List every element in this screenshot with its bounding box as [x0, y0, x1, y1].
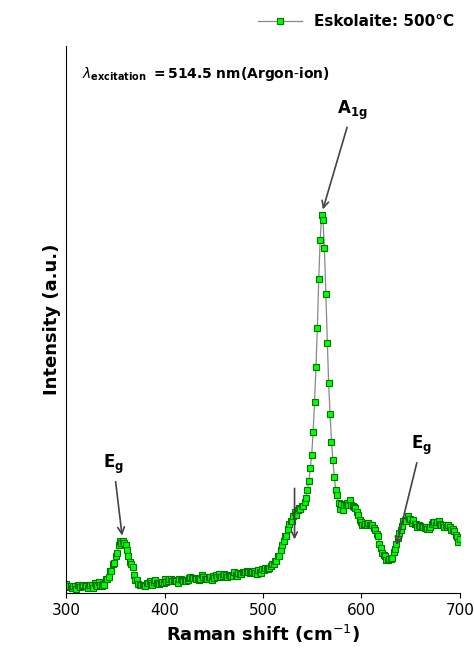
Text: $\mathbf{E_g}$: $\mathbf{E_g}$: [395, 434, 431, 543]
Eskolaite: 500°C: (363, 0.098): 500°C: (363, 0.098): [126, 552, 131, 560]
Eskolaite: 500°C: (559, 1): 500°C: (559, 1): [319, 212, 324, 219]
Eskolaite: 500°C: (548, 0.332): 500°C: (548, 0.332): [308, 464, 313, 472]
Text: $\lambda_{\mathbf{excitation}}$ $\mathbf{= 514.5\ nm(Argon\text{-}ion)}$: $\lambda_{\mathbf{excitation}}$ $\mathbf…: [82, 65, 330, 83]
Legend: Eskolaite: 500°C: Eskolaite: 500°C: [253, 9, 460, 35]
Eskolaite: 500°C: (310, 0.0113): 500°C: (310, 0.0113): [73, 585, 79, 593]
Eskolaite: 500°C: (300, 0.0243): 500°C: (300, 0.0243): [64, 580, 69, 588]
Eskolaite: 500°C: (529, 0.192): 500°C: (529, 0.192): [289, 517, 295, 525]
Line: Eskolaite: 500°C: Eskolaite: 500°C: [63, 212, 463, 592]
Eskolaite: 500°C: (635, 0.13): 500°C: (635, 0.13): [393, 540, 399, 548]
Eskolaite: 500°C: (700, 0.144): 500°C: (700, 0.144): [457, 534, 463, 542]
X-axis label: Raman shift (cm$^{-1}$): Raman shift (cm$^{-1}$): [166, 623, 360, 645]
Eskolaite: 500°C: (633, 0.108): 500°C: (633, 0.108): [391, 548, 396, 556]
Text: $\mathbf{A_{1g}}$: $\mathbf{A_{1g}}$: [322, 99, 367, 208]
Y-axis label: Intensity (a.u.): Intensity (a.u.): [43, 244, 61, 395]
Eskolaite: 500°C: (494, 0.0518): 500°C: (494, 0.0518): [254, 569, 260, 577]
Text: $\mathbf{E_g}$: $\mathbf{E_g}$: [103, 453, 124, 534]
